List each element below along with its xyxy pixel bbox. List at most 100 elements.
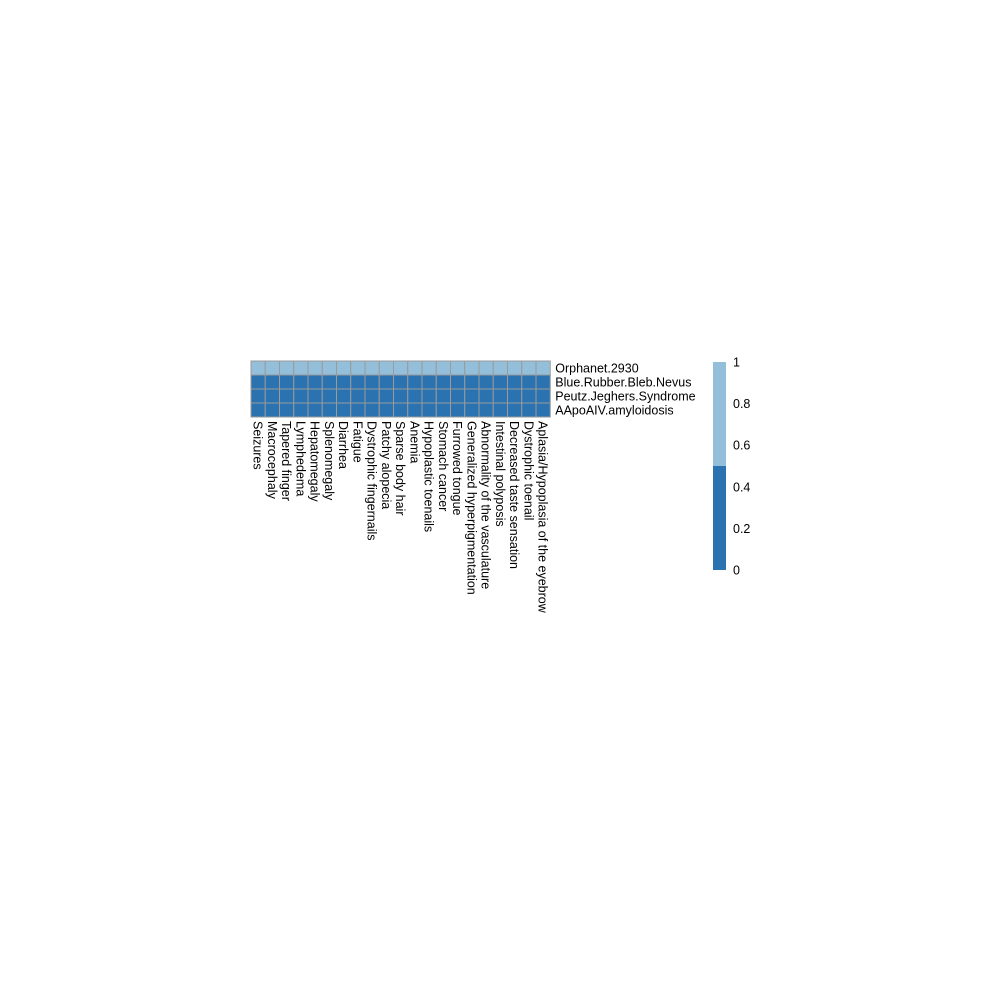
heatmap-cell xyxy=(478,388,494,404)
column-label: Dystrophic toenail xyxy=(521,421,535,520)
column-label: Dystrophic fingernails xyxy=(365,421,379,541)
heatmap-cell xyxy=(521,388,537,404)
heatmap-cell xyxy=(450,374,466,390)
heatmap-cell xyxy=(535,388,551,404)
legend-tick-label: 0.4 xyxy=(733,480,750,494)
heatmap-cell xyxy=(250,374,266,390)
column-label: Intestinal polyposis xyxy=(493,421,507,527)
heatmap-cell xyxy=(435,360,451,376)
heatmap-cell xyxy=(450,402,466,418)
heatmap-cell xyxy=(393,402,409,418)
heatmap-cell xyxy=(336,388,352,404)
column-label: Hypoplastic toenails xyxy=(422,421,436,532)
column-label: Tapered finger xyxy=(279,421,293,501)
heatmap-cell xyxy=(492,388,508,404)
heatmap-cell xyxy=(378,374,394,390)
heatmap-cell xyxy=(350,360,366,376)
heatmap-cell xyxy=(350,388,366,404)
heatmap-cell xyxy=(535,402,551,418)
heatmap-cell xyxy=(507,388,523,404)
heatmap-cell xyxy=(264,402,280,418)
heatmap-cell xyxy=(307,360,323,376)
heatmap-cell xyxy=(307,374,323,390)
heatmap-cell xyxy=(435,374,451,390)
heatmap-cell xyxy=(421,374,437,390)
heatmap-cell xyxy=(535,374,551,390)
row-labels: Orphanet.2930Blue.Rubber.Bleb.NevusPeutz… xyxy=(555,362,695,418)
column-label: Abnormality of the vasculature xyxy=(479,421,493,589)
heatmap-cell xyxy=(279,360,295,376)
heatmap-cell xyxy=(336,402,352,418)
heatmap-cell xyxy=(307,388,323,404)
heatmap-cell xyxy=(435,388,451,404)
heatmap-cell xyxy=(250,388,266,404)
heatmap-cell xyxy=(450,360,466,376)
heatmap-cell xyxy=(407,374,423,390)
column-label: Hepatomegaly xyxy=(308,421,322,502)
heatmap-cell xyxy=(364,388,380,404)
row-label: Orphanet.2930 xyxy=(555,362,638,376)
legend-tick-label: 0.8 xyxy=(733,397,750,411)
heatmap-cell xyxy=(407,360,423,376)
heatmap-cell xyxy=(336,360,352,376)
heatmap-cell xyxy=(378,360,394,376)
heatmap-cell xyxy=(478,374,494,390)
legend-tick-label: 0 xyxy=(733,564,740,578)
legend-tick-label: 0.2 xyxy=(733,522,750,536)
column-label: Lymphedema xyxy=(293,421,307,496)
heatmap-cell xyxy=(336,374,352,390)
heatmap-cell xyxy=(350,402,366,418)
heatmap-cell xyxy=(250,402,266,418)
heatmap-cell xyxy=(321,388,337,404)
heatmap-cell xyxy=(521,360,537,376)
column-label: Stomach cancer xyxy=(436,421,450,511)
heatmap-cell xyxy=(293,374,309,390)
heatmap-cell xyxy=(478,360,494,376)
heatmap-cell xyxy=(293,388,309,404)
heatmap-cell xyxy=(421,388,437,404)
heatmap-cell xyxy=(279,374,295,390)
column-label: Furrowed tongue xyxy=(450,421,464,516)
heatmap-cell xyxy=(492,402,508,418)
heatmap-cell xyxy=(264,388,280,404)
heatmap-cell xyxy=(250,360,266,376)
heatmap-cell xyxy=(321,402,337,418)
heatmap-cell xyxy=(378,388,394,404)
heatmap-cell xyxy=(393,388,409,404)
heatmap-cell xyxy=(507,402,523,418)
column-label: Diarrhea xyxy=(336,421,350,469)
legend-tick-label: 1 xyxy=(733,356,740,370)
heatmap-cell xyxy=(464,388,480,404)
heatmap-cell xyxy=(350,374,366,390)
column-labels: Seizures Macrocephaly Tapered finger Lymphe… xyxy=(251,421,550,614)
color-legend: 0 0.2 0.4 0.6 0.8 1 xyxy=(713,356,750,578)
row-label: Peutz.Jeghers.Syndrome xyxy=(555,390,695,404)
heatmap-cell xyxy=(521,402,537,418)
heatmap-cell xyxy=(492,360,508,376)
heatmap-cell xyxy=(407,388,423,404)
column-label: Aplasia/Hypoplasia of the eyebrow xyxy=(536,421,550,614)
heatmap-cell xyxy=(364,360,380,376)
column-label: Splenomegaly xyxy=(322,421,336,501)
heatmap-cell xyxy=(507,374,523,390)
heatmap-cell xyxy=(307,402,323,418)
column-label: Seizures xyxy=(251,421,265,470)
heatmap-cell xyxy=(293,360,309,376)
heatmap-cell xyxy=(464,360,480,376)
heatmap-cell xyxy=(393,360,409,376)
heatmap-cell xyxy=(393,374,409,390)
heatmap-cell xyxy=(378,402,394,418)
heatmap-cell xyxy=(535,360,551,376)
heatmap-cell xyxy=(279,402,295,418)
heatmap-cell xyxy=(264,374,280,390)
heatmap-cell xyxy=(264,360,280,376)
heatmap-cell xyxy=(421,360,437,376)
heatmap-cell xyxy=(450,388,466,404)
heatmap-cell xyxy=(364,374,380,390)
heatmap-cell xyxy=(279,388,295,404)
heatmap-cell xyxy=(407,402,423,418)
heatmap-cell xyxy=(321,374,337,390)
legend-low-band xyxy=(713,466,726,570)
heatmap-cells xyxy=(250,360,551,418)
